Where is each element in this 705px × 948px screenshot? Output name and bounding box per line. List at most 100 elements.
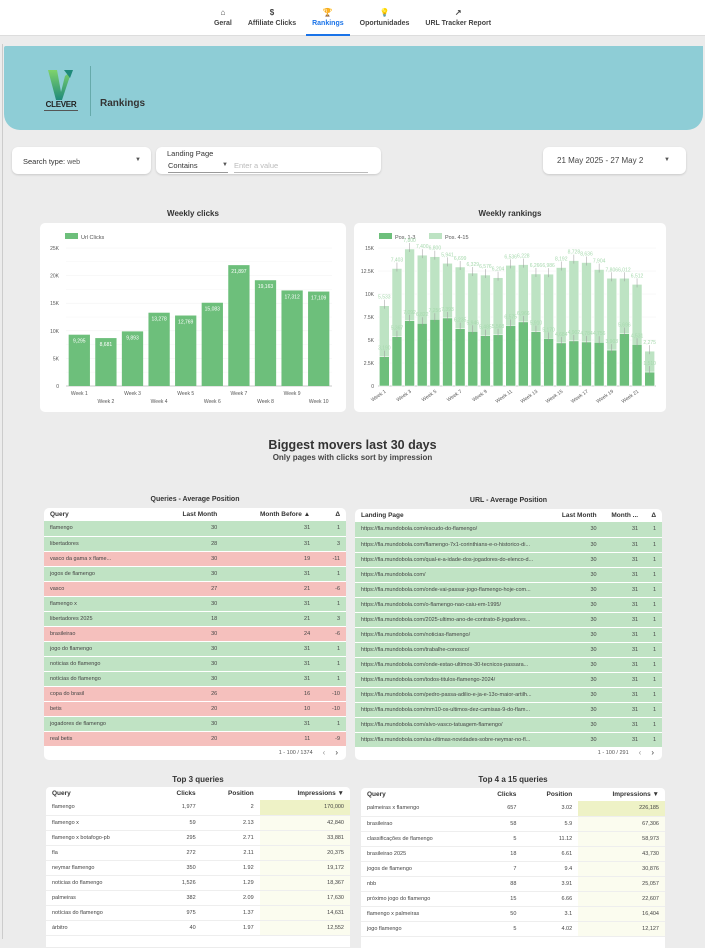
table-row[interactable]: https://fla.mundobola.com/30 31 1 bbox=[355, 567, 662, 583]
table-row[interactable]: jogo do flamengo 30 31 1 bbox=[44, 641, 346, 657]
table-row[interactable]: flamengo x botafogo-pb 295 2.71 33,881 bbox=[46, 830, 350, 846]
tab-url-tracker-report[interactable]: ↗ URL Tracker Report bbox=[417, 0, 499, 36]
table-row[interactable]: neymar flamengo 350 1.92 19,172 bbox=[46, 860, 350, 876]
tab-geral[interactable]: ⌂ Geral bbox=[206, 0, 240, 36]
table-row[interactable]: https://fla.mundobola.com/onde-vai-passa… bbox=[355, 582, 662, 598]
table-row[interactable]: fla 272 2.11 20,375 bbox=[46, 845, 350, 861]
y-tick-label: 10K bbox=[50, 329, 60, 335]
table-row[interactable]: árbitro 40 1.97 12,552 bbox=[46, 920, 350, 936]
table-row[interactable]: libertadores 2025 18 21 3 bbox=[44, 611, 346, 627]
table-row[interactable]: betis 20 10 -10 bbox=[44, 701, 346, 717]
table-row[interactable]: https://fla.mundobola.com/onde-estao-ult… bbox=[355, 657, 662, 673]
table-row[interactable]: jogos de flamengo 30 31 1 bbox=[44, 566, 346, 582]
table-row[interactable]: https://fla.mundobola.com/flamengo-7x1-c… bbox=[355, 537, 662, 553]
table-row[interactable]: flamengo x 59 2.13 42,840 bbox=[46, 815, 350, 831]
table-row[interactable]: brasileirao 30 24 -6 bbox=[44, 626, 346, 642]
bar-pos-1-3 bbox=[417, 322, 428, 387]
table-row[interactable]: https://fla.mundobola.com/pedro-passa-ad… bbox=[355, 687, 662, 703]
table-row[interactable]: https://fla.mundobola.com/escudo-do-flam… bbox=[355, 522, 662, 538]
table-row[interactable]: noticias do flamengo 30 31 1 bbox=[44, 656, 346, 672]
table-row[interactable]: https://fla.mundobola.com/trabalhe-conos… bbox=[355, 642, 662, 658]
cell-delta: 1 bbox=[644, 702, 662, 718]
column-header[interactable]: Clicks bbox=[176, 790, 196, 797]
column-header[interactable]: Last Month bbox=[182, 511, 218, 518]
landing-page-input[interactable]: Enter a value bbox=[234, 161, 368, 173]
table-row[interactable]: palmeiras 382 2.09 17,630 bbox=[46, 890, 350, 906]
table-row[interactable]: jogo flamengo 5 4.02 12,127 bbox=[361, 921, 665, 937]
table-row[interactable]: https://fla.mundobola.com/todos-titulos-… bbox=[355, 672, 662, 688]
date-range-picker[interactable]: 21 May 2025 - 27 May 2 ▼ bbox=[543, 147, 686, 174]
operator-dropdown[interactable]: Contains ▼ bbox=[168, 161, 228, 173]
column-header[interactable]: Δ bbox=[651, 512, 656, 519]
table-row[interactable]: https://fla.mundobola.com/alvo-vasco-tat… bbox=[355, 717, 662, 733]
table-row[interactable]: vasco 27 21 -6 bbox=[44, 581, 346, 597]
cell-last: 26 bbox=[153, 686, 224, 702]
cell-before: 31 bbox=[223, 536, 317, 552]
cell-last: 30 bbox=[552, 702, 603, 718]
table-row[interactable]: real betis 20 11 -9 bbox=[44, 731, 346, 747]
table-row[interactable]: palmeiras x flamengo 657 3.02 226,185 bbox=[361, 801, 665, 817]
cell-url: https://fla.mundobola.com/as-ultimas-nov… bbox=[355, 732, 553, 748]
table-row[interactable]: notícias do flamengo 30 31 1 bbox=[44, 671, 346, 687]
tab-rankings[interactable]: 🏆 Rankings bbox=[304, 0, 352, 36]
table-row[interactable]: libertadores 28 31 3 bbox=[44, 536, 346, 552]
column-header[interactable]: Last Month bbox=[561, 512, 597, 519]
cell-query: palmeiras x flamengo bbox=[361, 801, 477, 817]
bar-value-label: 6,235 bbox=[454, 318, 467, 324]
table-row[interactable]: próximo jogo do flamengo 15 6.66 22,607 bbox=[361, 891, 665, 907]
table-row[interactable]: noticias do flamengo 1,526 1.29 18,367 bbox=[46, 875, 350, 891]
table-row[interactable]: brasileirao 58 5.9 67,306 bbox=[361, 816, 665, 832]
cell-impressions: 43,730 bbox=[578, 846, 665, 862]
column-header[interactable]: Clicks bbox=[497, 791, 517, 798]
table-row[interactable]: vasco da gama x flame... 30 19 -11 bbox=[44, 551, 346, 567]
tab-oportunidades[interactable]: 💡 Oportunidades bbox=[352, 0, 418, 36]
column-header[interactable]: Query bbox=[52, 790, 71, 797]
cell-query: libertadores 2025 bbox=[44, 611, 154, 627]
search-type-dropdown[interactable]: Search type: web ▼ bbox=[12, 147, 151, 174]
cell-before: 10 bbox=[223, 701, 317, 717]
cell-position: 2.11 bbox=[201, 845, 260, 861]
prev-page-button[interactable]: ‹ bbox=[638, 748, 642, 757]
cell-before: 24 bbox=[223, 626, 317, 642]
tab-affiliate-clicks[interactable]: $ Affiliate Clicks bbox=[240, 0, 304, 36]
column-header[interactable]: Impressions ▼ bbox=[612, 791, 659, 798]
column-header[interactable]: Query bbox=[367, 791, 386, 798]
table-row[interactable]: https://fla.mundobola.com/qual-e-a-idade… bbox=[355, 552, 662, 568]
column-header[interactable]: Month ... bbox=[611, 512, 639, 519]
next-page-button[interactable]: › bbox=[651, 748, 654, 757]
column-header[interactable]: Position bbox=[228, 790, 254, 797]
column-header[interactable]: Position bbox=[546, 791, 573, 798]
cell-clicks: 382 bbox=[153, 890, 202, 906]
prev-page-button[interactable]: ‹ bbox=[322, 748, 326, 757]
table-row[interactable]: copa do brasil 26 16 -10 bbox=[44, 686, 346, 702]
next-page-button[interactable]: › bbox=[335, 748, 338, 757]
table-row[interactable]: jogos de flamengo 7 9.4 30,876 bbox=[361, 861, 665, 877]
table-row[interactable]: brasileirao 2025 18 6.61 43,730 bbox=[361, 846, 665, 862]
column-header[interactable]: Month Before ▲ bbox=[260, 511, 311, 518]
cell-before: 31 bbox=[602, 582, 645, 598]
table-row[interactable]: classificações de flamengo 5 11.12 58,973 bbox=[361, 831, 665, 847]
bar-pos-4-15 bbox=[568, 260, 580, 342]
pagination: 1 - 100 / 1374 ‹ › bbox=[279, 748, 338, 757]
cell-last: 30 bbox=[153, 671, 224, 687]
column-header[interactable]: Impressions ▼ bbox=[297, 790, 344, 797]
cell-delta: -6 bbox=[316, 581, 346, 597]
table-row[interactable]: jogadores de flamengo 30 31 1 bbox=[44, 716, 346, 732]
table-row[interactable]: https://fla.mundobola.com/2025-ultimo-an… bbox=[355, 612, 662, 628]
table-row[interactable]: https://fla.mundobola.com/o-flamengo-nao… bbox=[355, 597, 662, 613]
table-row[interactable]: https://fla.mundobola.com/mm10-os-ultimo… bbox=[355, 702, 662, 718]
table-row[interactable]: https://fla.mundobola.com/as-ultimas-nov… bbox=[355, 732, 662, 748]
bar-pos-1-3 bbox=[492, 334, 504, 387]
table-row[interactable]: flamengo x 30 31 1 bbox=[44, 596, 346, 612]
table-row[interactable]: nbb 88 3.91 25,057 bbox=[361, 876, 665, 892]
table-row[interactable]: flamengo 1,977 2 170,000 bbox=[46, 800, 350, 816]
table-row[interactable]: notícias do flamengo 975 1.37 14,631 bbox=[46, 905, 350, 921]
table-row[interactable]: https://fla.mundobola.com/noticias-flame… bbox=[355, 627, 662, 643]
column-header[interactable]: Δ bbox=[335, 511, 340, 518]
bar-pos-1-3 bbox=[556, 342, 567, 387]
table-row[interactable]: flamengo 30 31 1 bbox=[44, 521, 346, 537]
column-header[interactable]: Query bbox=[50, 511, 69, 518]
cell-last: 30 bbox=[153, 596, 224, 612]
table-row[interactable]: flamengo x palmeiras 50 3.1 16,404 bbox=[361, 906, 665, 922]
column-header[interactable]: Landing Page bbox=[361, 512, 404, 519]
